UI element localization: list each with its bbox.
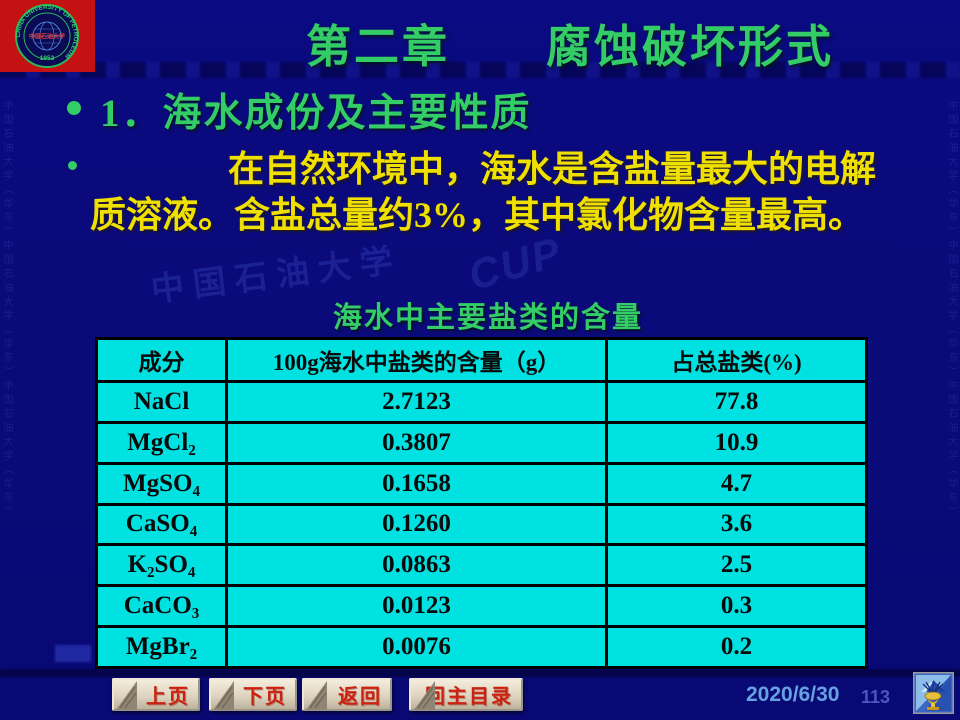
university-emblem-icon: CHINA UNIVERSITY OF PETROLEUM 中国石油大学 195… (0, 0, 95, 72)
prev-page-button[interactable]: 上页 (112, 678, 200, 711)
return-button[interactable]: 返回 (302, 678, 392, 711)
table-row: CaCO₃ 0.0123 0.3 (95, 584, 868, 629)
body-paragraph: 在自然环境中，海水是含盐量最大的电解 质溶液。含盐总量约3%，其中氯化物含量最高… (90, 146, 920, 238)
table-cell-percent: 0.2 (605, 625, 868, 669)
table-cell-formula: CaCO₃ (95, 584, 228, 629)
table-header-row: 成分 100g海水中盐类的含量（g） 占总盐类(%) (95, 337, 868, 383)
column-header-component: 成分 (95, 337, 228, 383)
table-cell-amount: 0.0123 (225, 584, 608, 629)
table-cell-percent: 10.9 (605, 420, 868, 465)
table-row: MgCl₂ 0.3807 10.9 (95, 420, 868, 465)
table-caption: 海水中主要盐类的含量 (332, 302, 643, 334)
table-cell-formula: MgSO₄ (95, 461, 228, 506)
table-cell-formula: CaSO₄ (95, 502, 228, 547)
table-cell-percent: 0.3 (605, 584, 868, 629)
table-row: NaCl 2.7123 77.8 (95, 380, 868, 424)
table-row: MgBr₂ 0.0076 0.2 (95, 625, 868, 669)
table-cell-formula: MgBr₂ (95, 625, 228, 669)
page-corner-icon (116, 681, 137, 710)
main-menu-button[interactable]: 回主目录 (409, 678, 523, 711)
table-row: CaSO₄ 0.1260 3.6 (95, 502, 868, 547)
date-label: 2020/6/30 (746, 683, 840, 706)
chapter-title: 第二章 腐蚀破坏形式 (305, 22, 834, 72)
main-menu-label: 回主目录 (425, 686, 513, 708)
watermark-vertical-right: 中国石油大学（华东）中国石油大学（华东）中国石油大学（华东） (946, 100, 957, 520)
table-row: K₂SO₄ 0.0863 2.5 (95, 543, 868, 588)
table-cell-amount: 0.0076 (225, 625, 608, 669)
watermark-stamp: CUP (463, 227, 568, 300)
table-cell-percent: 3.6 (605, 502, 868, 547)
page-corner-icon (306, 681, 327, 710)
next-page-button[interactable]: 下页 (209, 678, 297, 711)
table-cell-formula: MgCl₂ (95, 420, 228, 465)
bullet-icon (67, 101, 81, 115)
section-heading: 1．海水成份及主要性质 (100, 92, 532, 135)
page-corner-icon (213, 681, 234, 710)
column-header-percent: 占总盐类(%) (605, 337, 868, 383)
table-cell-percent: 77.8 (605, 380, 868, 424)
table-cell-amount: 0.0863 (225, 543, 608, 588)
table-cell-amount: 2.7123 (225, 380, 608, 424)
page-number: 113 (861, 687, 891, 707)
table-cell-percent: 4.7 (605, 461, 868, 506)
table-cell-percent: 2.5 (605, 543, 868, 588)
page-corner-icon (414, 681, 435, 710)
return-label: 返回 (338, 686, 382, 708)
watermark-block (55, 645, 91, 662)
table-row: MgSO₄ 0.1658 4.7 (95, 461, 868, 506)
watermark-band-bottom (0, 669, 960, 677)
prev-page-label: 上页 (146, 686, 190, 708)
university-logo: CHINA UNIVERSITY OF PETROLEUM 中国石油大学 195… (0, 0, 95, 72)
emblem-year: 1953 (40, 55, 55, 62)
salts-table: 成分 100g海水中盐类的含量（g） 占总盐类(%) NaCl 2.7123 7… (95, 337, 868, 669)
footer-logo (912, 671, 955, 715)
table-cell-amount: 0.3807 (225, 420, 608, 465)
table-cell-formula: NaCl (95, 380, 228, 424)
watermark-vertical-left: 中国石油大学（华东）中国石油大学（华东）中国石油大学（华东） (1, 100, 12, 520)
table-cell-formula: K₂SO₄ (95, 543, 228, 588)
watermark-band-top (0, 62, 960, 78)
table-cell-amount: 0.1658 (225, 461, 608, 506)
crest-icon (912, 671, 955, 715)
bullet-icon (68, 161, 77, 170)
column-header-content: 100g海水中盐类的含量（g） (225, 337, 608, 383)
emblem-center-text: 中国石油大学 (29, 33, 65, 41)
table-cell-amount: 0.1260 (225, 502, 608, 547)
paragraph-line: 在自然环境中，海水是含盐量最大的电解 (228, 149, 877, 189)
paragraph-line: 质溶液。含盐总量约3%，其中氯化物含量最高。 (90, 195, 865, 235)
next-page-label: 下页 (243, 686, 287, 708)
